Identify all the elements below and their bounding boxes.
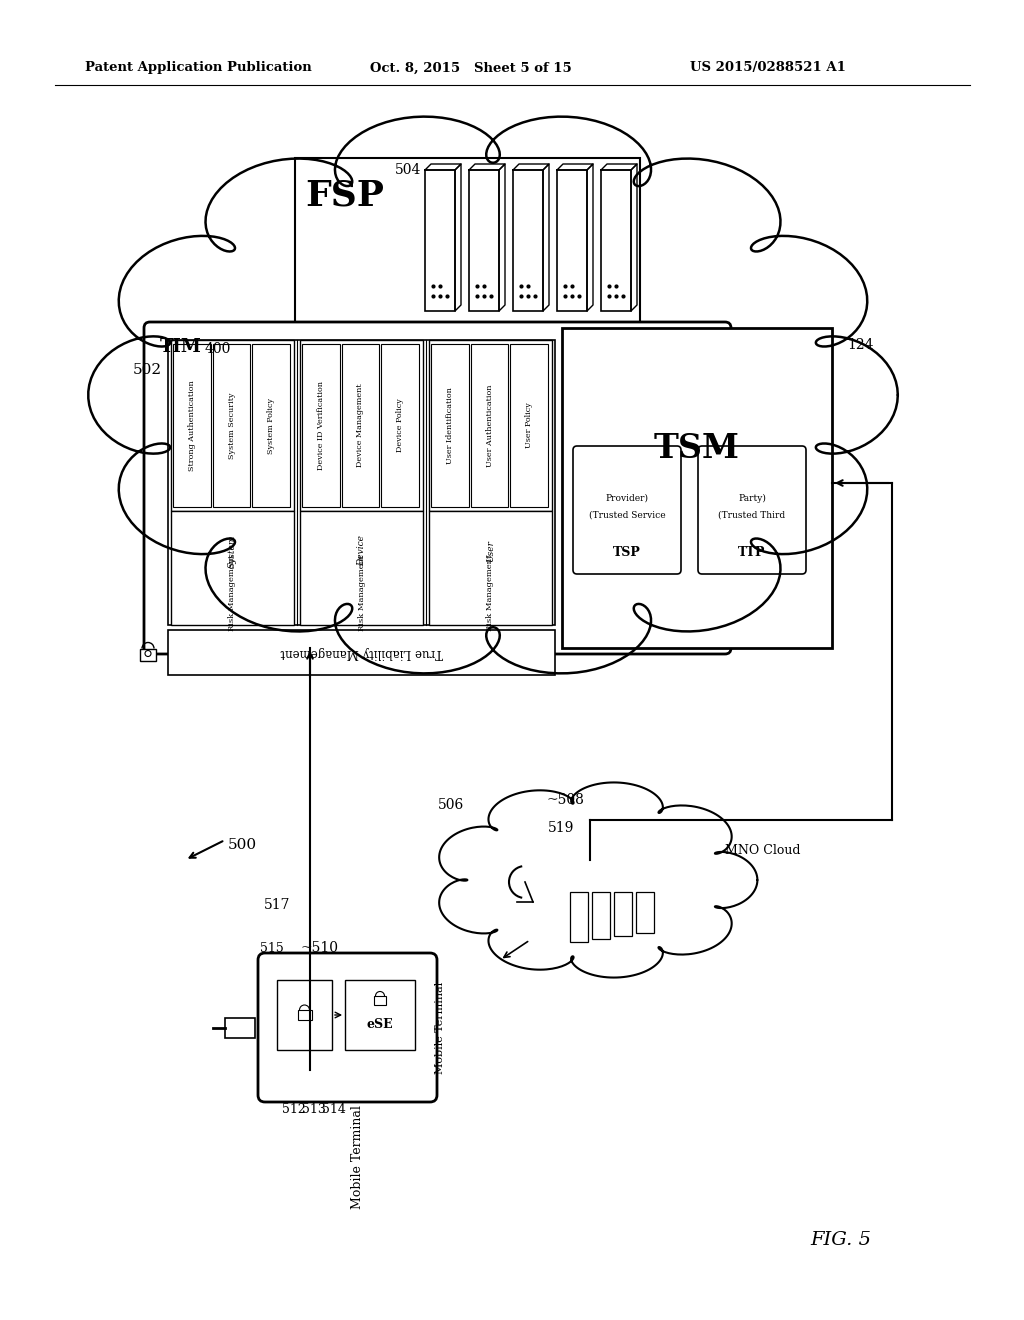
Bar [300,511,423,624]
Bar [557,170,587,312]
Bar [381,345,419,507]
Bar [213,345,250,507]
Bar [601,170,631,312]
Bar [429,511,552,624]
Text: Oct. 8, 2015   Sheet 5 of 15: Oct. 8, 2015 Sheet 5 of 15 [370,62,571,74]
Bar [171,341,294,511]
Text: FIG. 5: FIG. 5 [810,1232,871,1249]
Bar [614,892,632,936]
Bar [429,341,552,511]
Text: System Security: System Security [227,392,236,459]
Text: 500: 500 [228,838,257,851]
Text: eSE: eSE [367,1019,393,1031]
Text: Device: Device [357,536,366,566]
Text: 502: 502 [133,363,162,378]
Bar [168,630,555,675]
Bar [140,648,156,660]
Text: 514: 514 [322,1104,346,1115]
Text: Party): Party) [738,494,766,503]
Text: Mobile Terminal: Mobile Terminal [351,1105,364,1209]
Bar [298,1010,311,1020]
Text: Mobile Terminal: Mobile Terminal [435,981,445,1073]
Bar [173,345,211,507]
Text: 504: 504 [395,162,421,177]
Text: TIM: TIM [160,338,202,356]
Text: Risk Management: Risk Management [357,554,366,631]
Bar [431,345,469,507]
Text: 400: 400 [205,342,231,356]
FancyBboxPatch shape [698,446,806,574]
Text: System: System [228,535,237,568]
Bar [225,1018,255,1038]
Text: Device Management: Device Management [356,384,365,467]
Bar [302,345,340,507]
Text: User Authentication: User Authentication [485,384,494,467]
Text: System Policy: System Policy [267,397,275,454]
FancyBboxPatch shape [573,446,681,574]
FancyBboxPatch shape [144,322,731,653]
Text: 512: 512 [282,1104,306,1115]
Bar [425,170,455,312]
Bar [252,345,290,507]
Bar [342,345,379,507]
FancyBboxPatch shape [258,953,437,1102]
Text: Patent Application Publication: Patent Application Publication [85,62,311,74]
Bar [469,170,499,312]
Text: 517: 517 [263,898,290,912]
Text: TTP: TTP [738,545,766,558]
Bar [592,892,610,939]
Bar [636,892,654,933]
Text: 124: 124 [847,338,873,352]
Text: Device ID Verification: Device ID Verification [316,381,325,470]
Bar [171,511,294,624]
Text: 519: 519 [548,821,574,836]
Text: 513: 513 [302,1104,326,1115]
Text: Provider): Provider) [605,494,648,503]
Bar [374,997,386,1005]
Text: US 2015/0288521 A1: US 2015/0288521 A1 [690,62,846,74]
Text: True Liability Management: True Liability Management [281,645,442,659]
Text: 506: 506 [438,799,464,812]
Bar [513,170,543,312]
Text: User Policy: User Policy [525,403,534,449]
Bar [345,979,415,1049]
Bar [570,892,588,942]
Bar [300,341,423,511]
Text: (Trusted Service: (Trusted Service [589,511,666,520]
Text: Risk Management: Risk Management [228,554,237,631]
Text: TSM: TSM [654,432,740,465]
Text: MNO Cloud: MNO Cloud [725,843,801,857]
Bar [295,158,640,323]
Bar [510,345,548,507]
Text: TSP: TSP [613,545,641,558]
Text: FSP: FSP [305,178,384,213]
Text: User: User [486,540,495,562]
Bar [471,345,508,507]
Text: Risk Management: Risk Management [486,554,495,631]
Text: Device Policy: Device Policy [396,399,404,453]
Text: 515: 515 [260,942,284,954]
Text: Strong Authentication: Strong Authentication [187,380,196,471]
Text: User Identification: User Identification [445,387,454,463]
Text: ~510: ~510 [300,941,338,954]
Text: ~508: ~508 [547,793,585,807]
Text: (Trusted Third: (Trusted Third [719,511,785,520]
Bar [168,341,555,624]
Bar [278,979,332,1049]
Bar [562,327,831,648]
